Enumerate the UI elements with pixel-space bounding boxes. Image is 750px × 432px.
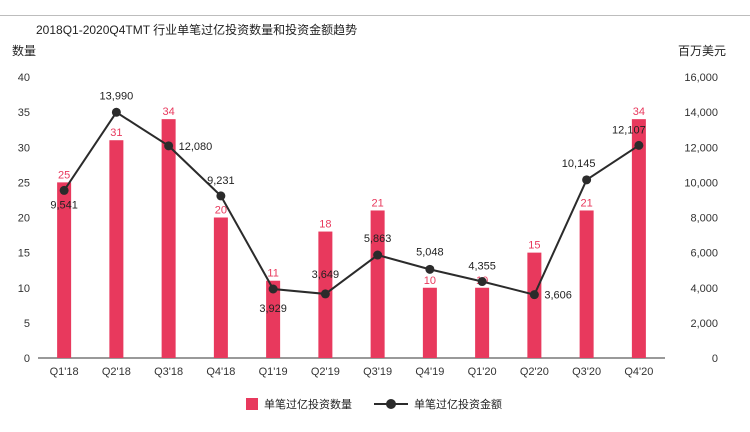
line-value-label: 4,355 [468, 261, 496, 273]
line-point [59, 185, 69, 195]
y-right-tick-label: 2,000 [690, 318, 718, 330]
legend-line-label: 单笔过亿投资金额 [414, 399, 502, 411]
line-point [529, 290, 539, 300]
bar-value-label: 20 [215, 205, 227, 217]
bar-value-label: 25 [58, 169, 70, 181]
line-point [320, 289, 330, 299]
y-right-tick-label: 14,000 [684, 107, 718, 119]
line-value-label: 5,863 [364, 233, 392, 245]
amount-line [63, 110, 640, 296]
line-point [111, 107, 121, 117]
bar [527, 252, 542, 358]
bar-value-label: 10 [424, 275, 436, 287]
bar [631, 119, 646, 359]
bar-value-label: 15 [528, 240, 540, 252]
y-right-tick-label: 16,000 [684, 72, 718, 84]
bar-value-label: 21 [581, 197, 593, 209]
x-tick-label: Q2'20 [520, 366, 549, 378]
line-point [634, 140, 644, 150]
top-divider [0, 15, 750, 16]
y-right-tick-label: 10,000 [684, 177, 718, 189]
y-left-tick-label: 35 [18, 107, 30, 119]
line-point [582, 175, 592, 185]
line-point [425, 264, 435, 274]
y-right-tick-label: 0 [712, 353, 718, 365]
bar-value-label: 21 [372, 197, 384, 209]
bar [266, 280, 281, 358]
y-left-tick-label: 20 [18, 213, 30, 225]
legend-item-bars: 单笔过亿投资数量 [246, 396, 352, 412]
bar-value-label: 18 [319, 219, 331, 231]
chart-title: 2018Q1-2020Q4TMT 行业单笔过亿投资数量和投资金额趋势 [36, 23, 358, 37]
x-tick-label: Q3'20 [572, 366, 601, 378]
bar [57, 182, 72, 358]
line-point [164, 141, 174, 151]
y-left-tick-label: 15 [18, 248, 30, 260]
line-value-label: 13,990 [100, 90, 134, 102]
y-left-tick-label: 10 [18, 283, 30, 295]
y-left-tick-label: 0 [24, 353, 30, 365]
legend-bar-label: 单笔过亿投资数量 [264, 399, 352, 411]
line-value-label: 9,541 [50, 199, 78, 211]
x-tick-label: Q1'19 [259, 366, 288, 378]
x-tick-label: Q1'18 [50, 366, 79, 378]
right-axis-unit: 百万美元 [677, 44, 726, 58]
y-right-tick-label: 8,000 [690, 213, 718, 225]
line-value-label: 3,929 [259, 303, 287, 315]
x-tick-label: Q3'19 [363, 366, 392, 378]
bar-value-label: 34 [633, 106, 645, 118]
legend-item-line: 单笔过亿投资金额 [374, 396, 502, 412]
bar [213, 217, 228, 358]
bar [370, 210, 385, 358]
bar-value-label: 31 [110, 127, 122, 139]
x-tick-label: Q2'19 [311, 366, 340, 378]
line-value-label: 3,649 [312, 269, 340, 281]
bar [579, 210, 594, 358]
x-tick-label: Q1'20 [468, 366, 497, 378]
y-right-tick-label: 6,000 [690, 248, 718, 260]
line-point [216, 191, 226, 201]
line-value-label: 12,107 [612, 124, 646, 136]
y-left-tick-label: 40 [18, 72, 30, 84]
line-value-label: 10,145 [562, 158, 596, 170]
x-tick-label: Q2'18 [102, 366, 131, 378]
y-left-tick-label: 25 [18, 177, 30, 189]
y-right-tick-label: 4,000 [690, 283, 718, 295]
line-point [477, 277, 487, 287]
bar [475, 287, 490, 358]
legend-bar-swatch [246, 398, 258, 410]
bar [161, 119, 176, 359]
line-point [373, 250, 383, 260]
y-left-tick-label: 30 [18, 142, 30, 154]
legend-line-swatch [374, 398, 408, 410]
line-value-label: 5,048 [416, 246, 444, 258]
y-left-tick-label: 5 [24, 318, 30, 330]
line-point [268, 284, 278, 294]
x-tick-label: Q3'18 [154, 366, 183, 378]
left-axis-unit: 数量 [12, 44, 37, 58]
bar [422, 287, 437, 358]
x-tick-label: Q4'20 [624, 366, 653, 378]
y-right-tick-label: 12,000 [684, 142, 718, 154]
line-value-label: 3,606 [544, 290, 572, 302]
bar [109, 140, 124, 358]
bar-value-label: 11 [267, 268, 278, 280]
bar-value-label: 34 [163, 106, 175, 118]
line-value-label: 9,231 [207, 175, 235, 187]
x-tick-label: Q4'18 [206, 366, 235, 378]
line-value-label: 12,080 [179, 141, 213, 153]
x-tick-label: Q4'19 [415, 366, 444, 378]
